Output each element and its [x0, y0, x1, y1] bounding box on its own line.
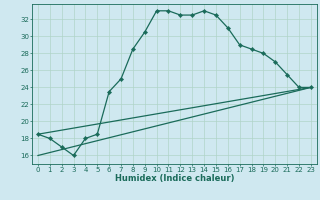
X-axis label: Humidex (Indice chaleur): Humidex (Indice chaleur) [115, 174, 234, 183]
